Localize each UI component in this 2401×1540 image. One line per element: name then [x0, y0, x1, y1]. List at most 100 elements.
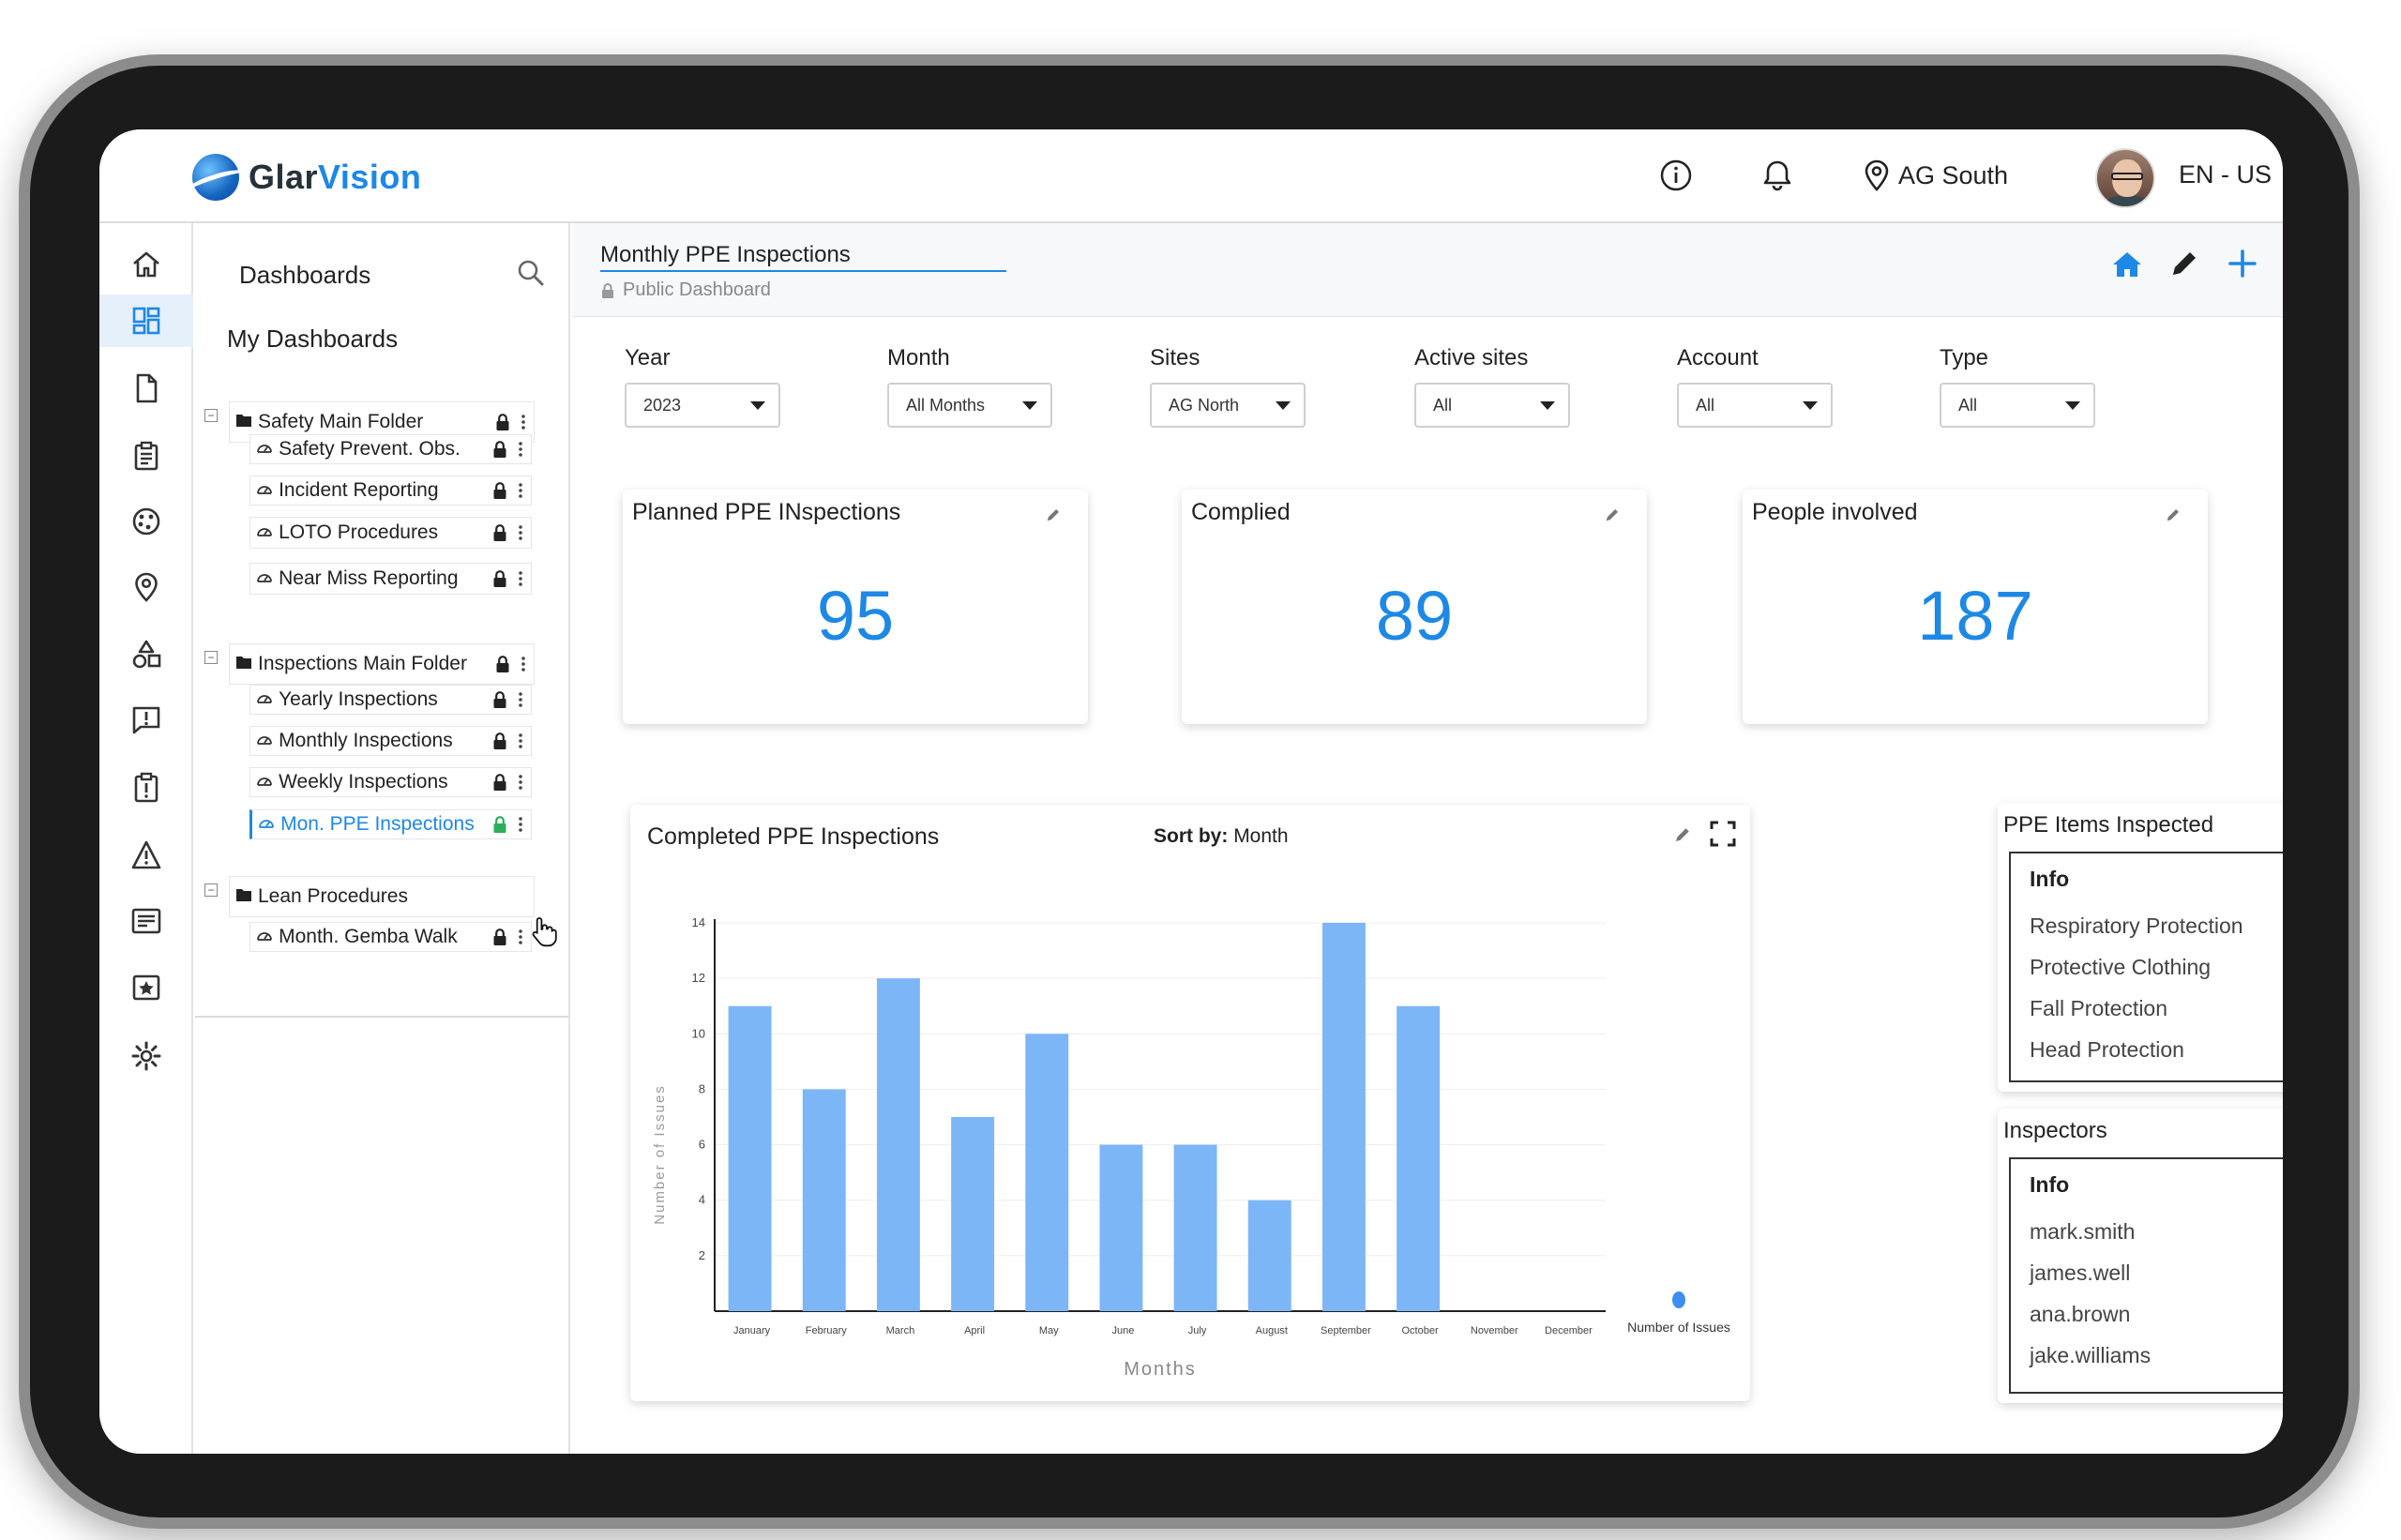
bar[interactable] [1397, 1005, 1441, 1311]
search-icon[interactable] [517, 259, 545, 292]
dashboard-title[interactable]: Monthly PPE Inspections [600, 242, 1006, 272]
lock-icon[interactable] [490, 770, 510, 794]
more-options-icon[interactable] [510, 437, 531, 461]
edit-chart-button[interactable] [1673, 825, 1692, 849]
unlocked-icon[interactable] [490, 812, 510, 837]
bar[interactable] [876, 978, 920, 1311]
folder-row[interactable]: Inspections Main Folder [229, 643, 535, 685]
collapse-toggle[interactable]: − [204, 883, 218, 897]
filter-select[interactable]: All [1677, 383, 1833, 428]
palette-icon [132, 507, 160, 536]
more-options-icon[interactable] [510, 478, 531, 503]
location-selector[interactable]: AG South [1863, 159, 2008, 192]
pencil-icon [2167, 508, 2180, 521]
bar[interactable] [1099, 1144, 1143, 1311]
bar[interactable] [728, 1005, 772, 1311]
dashboard-gauge-icon [256, 479, 273, 502]
lock-icon[interactable] [492, 652, 513, 676]
y-tick-label: 8 [699, 1081, 705, 1095]
filter-label: Sites [1150, 345, 1200, 370]
dashboard-item[interactable]: Yearly Inspections [249, 685, 532, 715]
filter-sites: Sites AG North [1150, 345, 1306, 428]
bar[interactable] [1025, 1034, 1069, 1311]
more-options-icon[interactable] [513, 410, 534, 434]
edit-dashboard-button[interactable] [2168, 248, 2200, 284]
rail-settings[interactable] [99, 1030, 193, 1082]
rail-alerts[interactable] [99, 762, 193, 814]
more-options-icon[interactable] [510, 687, 531, 712]
filter-select[interactable]: AG North [1150, 383, 1306, 428]
lock-icon[interactable] [490, 478, 510, 503]
rail-articles[interactable] [99, 895, 193, 947]
dashboard-item[interactable]: Incident Reporting [249, 476, 532, 506]
collapse-toggle[interactable]: − [204, 651, 218, 664]
brand-logo[interactable]: GlarVision [192, 154, 421, 201]
dashboard-item[interactable]: Month. Gemba Walk [249, 922, 532, 952]
lock-icon[interactable] [490, 729, 510, 753]
dashboard-item[interactable]: LOTO Procedures [249, 517, 532, 550]
collapse-toggle[interactable]: − [204, 409, 218, 422]
dashboard-item[interactable]: Safety Prevent. Obs. [249, 434, 532, 464]
dashboard-item[interactable]: Near Miss Reporting [249, 563, 532, 596]
more-options-icon[interactable] [510, 729, 531, 753]
selected-value: All [1958, 395, 1978, 415]
lock-icon[interactable] [492, 410, 513, 434]
more-options-icon[interactable] [510, 812, 531, 837]
more-options-icon[interactable] [510, 770, 531, 794]
edit-kpi-button[interactable] [2165, 506, 2182, 528]
more-options-icon[interactable] [510, 566, 531, 591]
kpi-value: 89 [1375, 577, 1454, 655]
lock-icon[interactable] [490, 687, 510, 712]
my-dashboards-heading: My Dashboards [227, 325, 399, 353]
filter-label: Account [1677, 345, 1759, 370]
more-options-icon[interactable] [513, 652, 534, 676]
folder-row[interactable]: Lean Procedures [229, 876, 535, 917]
rail-documents[interactable] [99, 362, 193, 415]
filter-select[interactable]: All [1940, 383, 2095, 428]
legend-label: Number of Issues [1627, 1320, 1730, 1335]
bar[interactable] [1321, 923, 1366, 1311]
lock-icon[interactable] [490, 521, 510, 545]
rail-checklists[interactable] [99, 430, 193, 482]
filter-select[interactable]: All Months [887, 383, 1052, 428]
info-icon[interactable] [1659, 159, 1693, 192]
y-tick-label: 12 [692, 971, 705, 985]
edit-kpi-button[interactable] [1045, 506, 1062, 528]
more-options-icon[interactable] [510, 925, 531, 949]
edit-kpi-button[interactable] [1604, 506, 1621, 528]
panel-divider [195, 1016, 570, 1018]
rail-home[interactable] [99, 238, 193, 291]
lock-icon[interactable] [490, 925, 510, 949]
pencil-icon [1047, 508, 1060, 521]
fullscreen-button[interactable] [1709, 820, 1737, 853]
sort-control[interactable]: Sort by: Month [1154, 825, 1289, 848]
dashboard-item[interactable]: Monthly Inspections [249, 726, 532, 756]
dashboard-item[interactable]: Mon. PPE Inspections [249, 809, 532, 839]
notification-bell-icon[interactable] [1761, 159, 1793, 192]
rail-hazards[interactable] [99, 829, 193, 882]
folder-name: Inspections Main Folder [258, 652, 467, 674]
bar[interactable] [1247, 1200, 1291, 1311]
rail-dashboards[interactable] [99, 294, 193, 347]
lock-icon[interactable] [490, 566, 510, 591]
bar-chart: 2 4 6 8 10 12 14 January February March April May Ju… [652, 915, 1730, 1380]
rail-shapes[interactable] [99, 628, 193, 681]
language-selector[interactable]: EN - US [2179, 160, 2273, 189]
rail-palette[interactable] [99, 495, 193, 548]
add-dashboard-button[interactable] [2227, 248, 2258, 284]
kpi-card: Complied 89 [1182, 490, 1647, 724]
user-avatar[interactable] [2095, 148, 2155, 208]
feedback-icon [132, 706, 160, 734]
filter-select[interactable]: All [1414, 383, 1570, 428]
rail-feedback[interactable] [99, 694, 193, 747]
bar[interactable] [802, 1089, 846, 1311]
lock-icon[interactable] [490, 437, 510, 461]
filter-select[interactable]: 2023 [625, 383, 780, 428]
dashboard-item[interactable]: Weekly Inspections [249, 767, 532, 797]
rail-highlights[interactable] [99, 962, 193, 1015]
bar[interactable] [951, 1117, 995, 1311]
home-dashboard-button[interactable] [2110, 248, 2144, 286]
rail-locations[interactable] [99, 561, 193, 613]
more-options-icon[interactable] [510, 521, 531, 545]
bar[interactable] [1173, 1144, 1217, 1311]
